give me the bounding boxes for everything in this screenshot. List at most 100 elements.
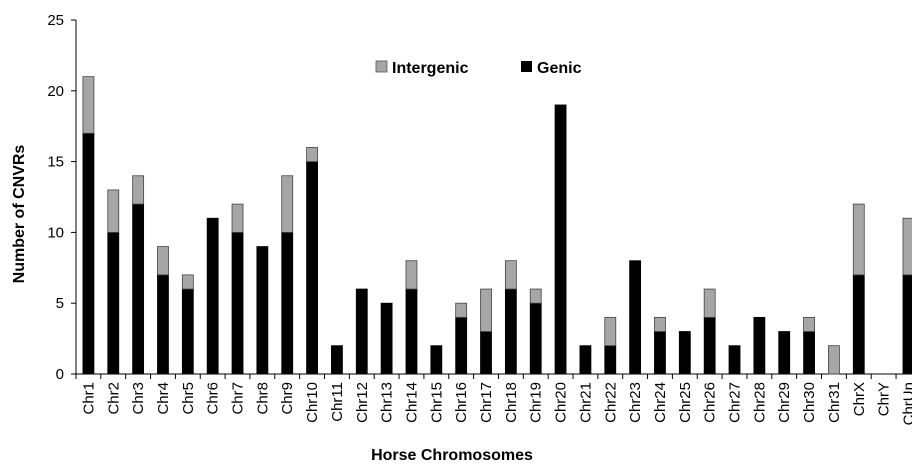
x-tick-label: Chr4 [155, 382, 172, 415]
x-tick-label: Chr25 [677, 382, 694, 423]
bar-genic-chr11 [331, 345, 343, 375]
bar-genic-chr24 [654, 331, 666, 375]
x-tick-label: Chr24 [652, 382, 669, 423]
bar-genic-chr20 [554, 104, 567, 375]
legend: Intergenic Genic [375, 60, 582, 77]
x-tick-label: Chr10 [304, 382, 321, 423]
x-tick-label: Chr31 [826, 382, 843, 423]
x-tick-label: Chr2 [105, 382, 122, 415]
x-tick-label: Chr5 [180, 382, 197, 415]
legend-label-intergenic: Intergenic [392, 60, 469, 77]
x-tick-label: Chr1 [80, 382, 97, 415]
bar-genic-chr3 [132, 203, 145, 375]
bar-intergenic-chr7 [231, 203, 244, 233]
x-tick-label: ChrX [851, 382, 868, 416]
bar-genic-chr21 [579, 345, 592, 375]
x-tick-label: Chr15 [428, 382, 445, 423]
x-tick-label: Chr9 [279, 382, 296, 415]
bar-intergenic-chrun [902, 217, 912, 276]
bar-genic-chrun [902, 274, 912, 375]
y-tick-label: 20 [47, 83, 64, 100]
y-axis: 0 5 10 15 20 25 [47, 12, 77, 383]
bar-genic-chr1 [82, 132, 95, 375]
bars [82, 76, 912, 375]
x-tick-label: Chr7 [230, 382, 247, 415]
bar-intergenic-chr17 [480, 288, 492, 332]
y-tick-label: 10 [47, 224, 64, 241]
bar-genic-chr25 [678, 331, 691, 375]
bar-intergenic-chr24 [654, 316, 666, 332]
x-ticks: Chr1 Chr2 Chr3 Chr4 Chr5 Chr6 Chr7 Chr8 Chr9 Chr1… [75, 374, 912, 425]
bar-genic-chr12 [355, 288, 368, 375]
bar-intergenic-chr3 [132, 175, 145, 205]
x-tick-label: Chr23 [627, 382, 644, 423]
bar-genic-chr13 [380, 302, 393, 375]
legend-swatch-intergenic [375, 60, 388, 73]
x-axis-title: Horse Chromosomes [371, 447, 533, 464]
x-tick-label: Chr29 [776, 382, 793, 423]
x-tick-label: Chr28 [751, 382, 768, 423]
y-ticks: 0 5 10 15 20 25 [47, 12, 76, 383]
x-tick-label: ChrY [876, 382, 893, 416]
bar-intergenic-chr14 [405, 260, 418, 290]
legend-swatch-genic [521, 61, 532, 72]
bar-intergenic-chr2 [107, 189, 120, 233]
x-tick-label: Chr14 [403, 382, 420, 423]
bar-genic-chr28 [753, 316, 766, 375]
x-tick-label: Chr3 [130, 382, 147, 415]
bar-genic-chr7 [231, 231, 244, 375]
x-tick-label: Chr6 [205, 382, 222, 415]
bar-genic-chr17 [480, 331, 492, 375]
bar-genic-chr5 [181, 288, 194, 375]
x-tick-label: Chr26 [702, 382, 719, 423]
bar-intergenic-chr22 [604, 316, 617, 347]
bar-intergenic-chr16 [455, 302, 468, 318]
bar-intergenic-chr4 [157, 246, 169, 276]
x-tick-label: Chr8 [254, 382, 271, 415]
x-tick-label: Chr18 [503, 382, 520, 423]
x-tick-label: Chr21 [577, 382, 594, 423]
y-tick-label: 5 [56, 295, 64, 312]
x-tick-label: Chr19 [528, 382, 545, 423]
x-tick-label: Chr27 [727, 382, 744, 423]
y-tick-label: 25 [47, 12, 64, 29]
bar-intergenic-chr9 [281, 175, 294, 233]
bar-genic-chr29 [778, 331, 791, 375]
bar-intergenic-chr26 [703, 288, 716, 318]
bar-intergenic-chr5 [181, 274, 194, 290]
bar-genic-chr23 [629, 260, 642, 375]
bar-genic-chr18 [504, 288, 517, 375]
bar-genic-chr10 [306, 161, 318, 375]
bar-genic-chr16 [455, 316, 468, 375]
x-axis: Chr1 Chr2 Chr3 Chr4 Chr5 Chr6 Chr7 Chr8 Chr9 Chr1… [75, 373, 912, 425]
x-tick-label: Chr16 [453, 382, 470, 423]
bar-genic-chr26 [703, 316, 716, 375]
bar-genic-chrx [852, 274, 865, 375]
bar-genic-chr19 [529, 302, 542, 375]
bar-genic-chr15 [430, 345, 443, 375]
x-tick-label: ChrUn [900, 382, 912, 425]
bar-genic-chr9 [281, 231, 294, 375]
x-tick-label: Chr11 [329, 382, 346, 422]
bar-intergenic-chr18 [504, 260, 517, 290]
bar-genic-chr27 [728, 345, 741, 375]
bar-intergenic-chr1 [82, 76, 95, 134]
bar-genic-chr14 [405, 288, 418, 375]
y-axis-title: Number of CNVRs [11, 145, 28, 284]
bar-intergenic-chrx [852, 203, 865, 276]
bar-intergenic-chr19 [529, 288, 542, 304]
bar-intergenic-chr31 [828, 345, 840, 375]
bar-intergenic-chr30 [803, 316, 815, 332]
x-tick-label: Chr12 [354, 382, 371, 423]
x-tick-label: Chr30 [801, 382, 818, 423]
y-tick-label: 15 [47, 154, 64, 171]
legend-label-genic: Genic [537, 60, 582, 77]
y-tick-label: 0 [56, 366, 64, 383]
x-tick-label: Chr20 [553, 382, 570, 423]
bar-genic-chr22 [604, 345, 617, 375]
bar-intergenic-chr10 [306, 147, 318, 163]
bar-genic-chr6 [206, 217, 219, 375]
bar-genic-chr8 [256, 246, 269, 375]
x-tick-label: Chr22 [602, 382, 619, 423]
